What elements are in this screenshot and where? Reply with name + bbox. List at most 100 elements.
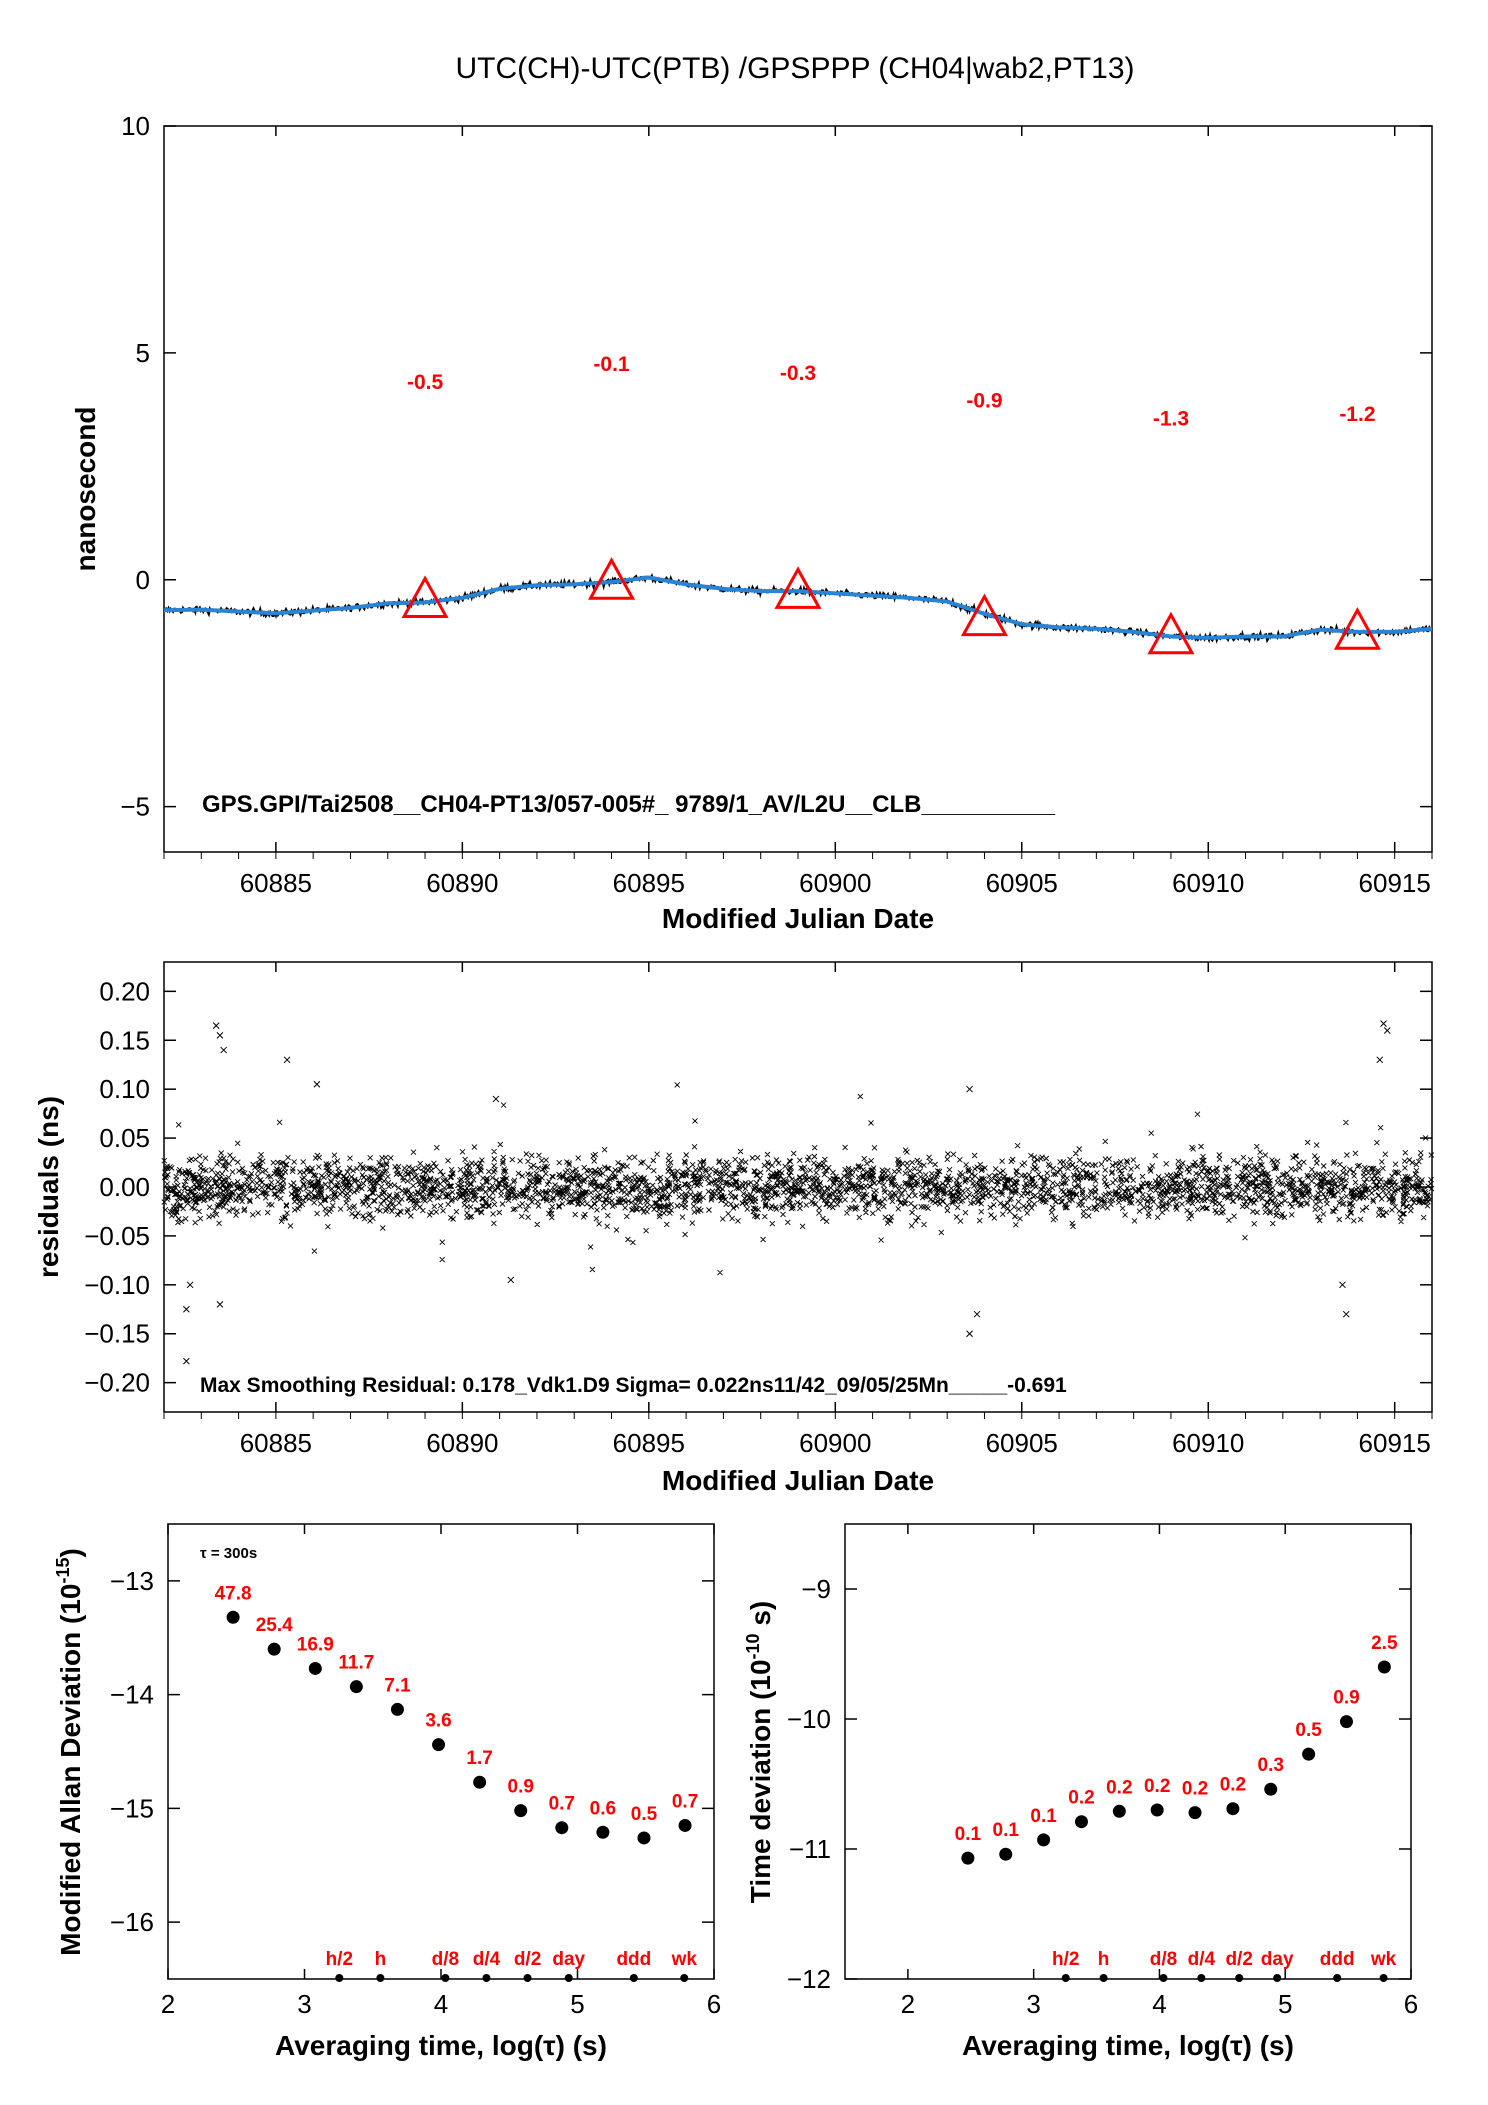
x-tick-label: 4 xyxy=(1152,1989,1166,2019)
time-mark-label: ddd xyxy=(1320,1949,1355,1970)
residual-outlier xyxy=(1383,1027,1391,1034)
residual-outlier xyxy=(216,1301,224,1308)
x-axis-label-residuals: Modified Julian Date xyxy=(662,1465,934,1496)
deviation-point xyxy=(596,1825,610,1839)
time-mark-label: h xyxy=(375,1949,387,1970)
deviation-point xyxy=(1188,1806,1202,1820)
time-mark-dot xyxy=(1061,1974,1070,1982)
deviation-point xyxy=(637,1831,651,1845)
average-label: -0.3 xyxy=(780,362,816,385)
deviation-label: 2.5 xyxy=(1371,1633,1398,1654)
panel-tdev: 2 3 4 5 6−9−10−11−12 0.1 0.10.10.2 0.2 0.2 0.2 0.… xyxy=(743,1523,1418,2061)
deviation-label: 0.2 xyxy=(1144,1776,1170,1797)
deviation-point xyxy=(267,1642,281,1656)
residual-outlier xyxy=(507,1276,515,1284)
deviation-point xyxy=(1037,1833,1051,1847)
x-tick-label: 60890 xyxy=(426,868,498,898)
deviation-label: 0.7 xyxy=(672,1791,698,1812)
time-mark-label: wk xyxy=(1370,1949,1397,1970)
x-tick-label: 2 xyxy=(161,1989,175,2019)
time-mark-label: d/4 xyxy=(473,1949,501,1970)
residual-outlier xyxy=(283,1056,291,1064)
y-tick-label: 10 xyxy=(121,111,150,141)
deviation-point xyxy=(1339,1715,1353,1729)
residual-points xyxy=(161,1020,1435,1365)
y-tick-label: −13 xyxy=(110,1566,154,1596)
average-marker xyxy=(1147,611,1195,655)
y-axis-label-tdev: Time deviation (10-10 s) xyxy=(743,1601,776,1904)
time-mark-label: day xyxy=(1261,1949,1294,1970)
average-marker xyxy=(587,557,636,600)
deviation-label: 0.1 xyxy=(955,1824,982,1845)
tick-marks-residuals: 60885 60890 60895 60900 60905 60910 60915 0.20 0… xyxy=(84,962,1433,1458)
y-tick-label: −5 xyxy=(120,792,150,822)
x-tick-label: 60890 xyxy=(426,1428,498,1458)
residual-outlier xyxy=(183,1357,190,1365)
deviation-point xyxy=(349,1680,363,1694)
y-axis-label-mdev: Modified Allan Deviation (10-15) xyxy=(53,1548,86,1956)
deviation-point xyxy=(514,1804,528,1818)
deviation-point xyxy=(1302,1747,1316,1761)
tau-note: τ = 300s xyxy=(200,1545,257,1562)
plot-frame-residuals xyxy=(163,961,1433,1413)
x-tick-label: 60895 xyxy=(613,868,685,898)
residual-outlier xyxy=(220,1046,228,1054)
x-tick-label: 60905 xyxy=(986,1428,1058,1458)
average-label: -0.1 xyxy=(593,353,630,376)
time-mark-label: h xyxy=(1098,1949,1110,1970)
x-axis-label-top: Modified Julian Date xyxy=(662,903,934,934)
y-tick-label: −10 xyxy=(787,1704,831,1734)
x-tick-label: 3 xyxy=(1026,1989,1040,2019)
deviation-label: 0.9 xyxy=(1333,1688,1359,1709)
residual-outlier xyxy=(313,1080,321,1088)
residual-outlier xyxy=(1342,1310,1350,1318)
deviation-label: 16.9 xyxy=(297,1634,334,1655)
x-tick-label: 60900 xyxy=(799,1428,871,1458)
deviation-label: 0.2 xyxy=(1182,1779,1208,1800)
time-mark-dot xyxy=(1099,1974,1108,1982)
time-mark-dot xyxy=(335,1974,344,1982)
deviation-point xyxy=(1112,1804,1126,1818)
deviation-label: 0.2 xyxy=(1220,1775,1246,1796)
time-mark-dot xyxy=(1273,1974,1282,1982)
x-tick-label: 60905 xyxy=(986,868,1058,898)
time-mark-dot xyxy=(1333,1974,1342,1982)
residual-outlier xyxy=(966,1330,973,1338)
time-mark-label: d/2 xyxy=(1225,1949,1252,1970)
deviation-point xyxy=(473,1775,487,1789)
time-mark-dot xyxy=(1159,1974,1168,1982)
figure-title: UTC(CH)-UTC(PTB) /GPSPPP (CH04|wab2,PT13… xyxy=(455,52,1134,85)
x-tick-label: 60885 xyxy=(240,1428,312,1458)
deviation-label: 7.1 xyxy=(384,1675,411,1696)
deviation-label: 0.5 xyxy=(631,1804,658,1825)
y-tick-label: −0.10 xyxy=(84,1270,150,1300)
y-tick-label: −0.20 xyxy=(84,1368,150,1398)
x-tick-label: 60900 xyxy=(799,868,871,898)
time-mark-label: h/2 xyxy=(1052,1949,1079,1970)
deviation-label: 0.6 xyxy=(590,1798,616,1819)
average-label: -1.2 xyxy=(1339,403,1375,426)
y-tick-label: −16 xyxy=(110,1907,154,1937)
deviation-point xyxy=(308,1661,322,1675)
residual-outlier xyxy=(973,1310,981,1318)
deviation-point xyxy=(1074,1815,1088,1829)
deviation-label: 0.1 xyxy=(1030,1806,1057,1827)
y-tick-label: 5 xyxy=(136,338,150,368)
residual-outlier xyxy=(212,1022,220,1029)
time-mark-dot xyxy=(1379,1974,1388,1982)
residual-cloud xyxy=(161,1082,1435,1276)
deviation-point xyxy=(1377,1660,1391,1674)
x-tick-label: 60895 xyxy=(613,1428,685,1458)
time-mark-dot xyxy=(523,1974,532,1982)
x-tick-label: 6 xyxy=(1404,1989,1418,2019)
tick-marks-mdev: 2 3 4 5 6 −13 −14 −15 −16 xyxy=(110,1524,721,2019)
time-mark-label: d/8 xyxy=(1150,1949,1177,1970)
deviation-label: 0.2 xyxy=(1106,1777,1132,1798)
deviation-point xyxy=(961,1851,975,1865)
x-tick-label: 4 xyxy=(434,1989,448,2019)
time-mark-label: wk xyxy=(671,1949,698,1970)
y-tick-label: −14 xyxy=(110,1680,154,1710)
residual-outlier xyxy=(186,1281,194,1289)
x-tick-label: 60885 xyxy=(240,868,312,898)
x-tick-label: 2 xyxy=(901,1989,915,2019)
